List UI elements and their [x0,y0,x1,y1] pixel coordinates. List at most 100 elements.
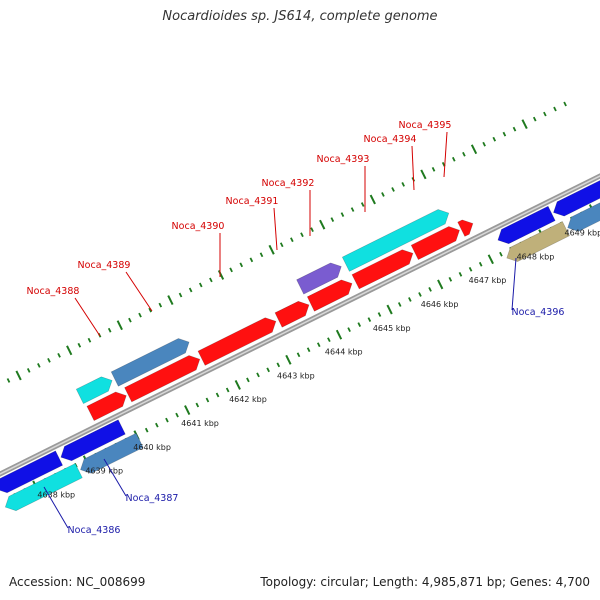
minor-tick [377,312,382,317]
minor-tick [37,363,41,368]
minor-tick [290,237,294,243]
minor-tick [357,322,362,327]
major-tick [116,320,123,331]
leader-line [443,131,448,178]
gene-label-forward: Noca_4392 [262,178,315,189]
tick-label: 4644 kbp [325,348,363,357]
minor-tick [563,101,567,107]
gene-label-forward: Noca_4391 [226,196,279,207]
minor-tick [209,277,213,283]
major-tick [319,219,326,230]
minor-tick [107,327,112,333]
leader-line [411,145,415,191]
minor-tick [165,417,169,423]
minor-tick [77,342,82,348]
major-tick [521,119,528,130]
minor-tick [428,287,432,292]
major-tick [268,244,275,255]
minor-tick [381,192,385,197]
minor-tick [418,292,422,297]
major-tick [167,295,174,305]
gene-arrow [60,419,126,462]
minor-tick [499,251,503,257]
minor-tick [229,267,233,273]
minor-tick [178,292,183,298]
major-tick [369,194,376,205]
minor-tick [391,187,395,192]
tick-label: 4639 kbp [85,467,123,476]
leader-line [273,207,278,251]
tick-label: 4638 kbp [37,490,75,499]
gene-label-forward: Noca_4388 [27,286,80,297]
gene-label-forward: Noca_4390 [172,221,225,232]
minor-tick [195,402,200,408]
minor-tick [492,136,497,142]
tick-label: 4641 kbp [181,419,219,428]
gene-arrow [457,219,474,237]
leader-line [511,257,517,311]
gene-label-reverse: Noca_4387 [126,493,179,504]
minor-tick [350,207,355,212]
minor-tick [249,257,254,263]
major-tick [386,304,393,315]
minor-tick [397,302,402,307]
gene-label-reverse: Noca_4386 [68,525,121,536]
gene-arrow [0,450,64,494]
tick-label: 4642 kbp [229,395,267,404]
minor-tick [431,166,436,172]
minor-tick [148,307,152,313]
minor-tick [279,242,284,248]
minor-tick [330,217,335,222]
minor-tick [266,367,270,373]
tick-label: 4648 kbp [517,252,555,261]
minor-tick [367,317,372,322]
gene-arrow [341,209,450,272]
major-tick [184,405,191,415]
gene-arrow [274,300,310,328]
minor-tick [478,261,483,267]
minor-tick [327,337,331,343]
minor-tick [57,352,61,358]
label-layer: 4638 kbp 4639 kbp 4640 kbp 4641 kbp 4642 kbp… [27,120,600,536]
major-tick [234,380,241,390]
leader-line [125,271,153,312]
major-tick [15,370,22,381]
major-tick [285,354,292,365]
major-tick [487,254,494,265]
gene-label-forward: Noca_4395 [399,120,452,131]
minor-tick [543,111,547,117]
genome-backbone [0,173,600,477]
minor-tick [205,397,210,403]
minor-tick [158,302,163,308]
minor-tick [144,427,149,433]
minor-tick [26,368,31,373]
gene-arrow [306,279,353,312]
minor-tick [512,126,517,132]
minor-tick [553,106,557,112]
minor-tick [296,352,301,358]
tick-label: 4647 kbp [469,276,507,285]
minor-tick [347,327,351,333]
gene-arrow [86,391,127,422]
minor-tick [468,266,473,272]
gene-label-forward: Noca_4393 [317,154,370,165]
feature-track [0,180,600,512]
minor-tick [215,392,220,398]
tick-label: 4643 kbp [277,371,315,380]
leader-line [74,297,101,337]
minor-tick [300,232,304,238]
minor-tick [239,262,244,268]
minor-tick [340,212,345,217]
map-title: Nocardioides sp. JS614, complete genome [162,9,438,24]
minor-tick [259,252,264,258]
gene-arrow [80,432,144,474]
gene-arrow [506,221,570,262]
minor-tick [401,182,405,187]
gene-arrow [410,226,460,261]
minor-tick [310,227,314,233]
gene-arrow [497,205,556,245]
gene-arrow [4,463,83,512]
minor-tick [276,362,281,368]
tick-label: 4649 kbp [565,229,600,238]
